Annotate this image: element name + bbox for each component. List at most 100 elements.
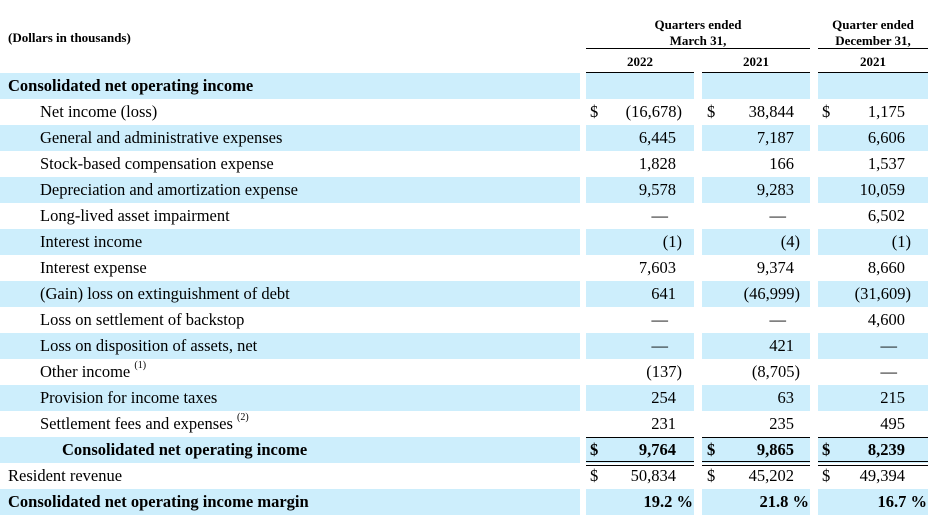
dollar-sign: $: [822, 102, 831, 121]
cell-shading: [702, 177, 810, 203]
group-header-line1: Quarters ended: [654, 17, 742, 32]
cell-value: 235: [769, 414, 794, 433]
column-underline: [818, 72, 928, 73]
cell-value: 7,603: [638, 258, 676, 277]
table-row: Net income (loss) $ (16,678) $38,844 $1,175: [0, 99, 937, 125]
cell-value: —: [769, 206, 787, 225]
cell-value: (46,999): [743, 284, 800, 303]
row-label: Depreciation and amortization expense: [40, 180, 298, 200]
cell-value: 421: [769, 336, 794, 355]
column-header-2021-dec: 2021: [860, 54, 886, 69]
cell-value: —: [769, 310, 787, 329]
row-label: Stock-based compensation expense: [40, 154, 274, 174]
dollar-sign: $: [707, 440, 716, 459]
row-label: Long-lived asset impairment: [40, 206, 230, 226]
row-label: Interest expense: [40, 258, 147, 278]
cell-shading: [818, 333, 928, 359]
cell-value: 215: [880, 388, 905, 407]
cell-shading: [586, 437, 694, 463]
row-label-text: General and administrative expenses: [40, 128, 283, 147]
cell-value: 9,764: [638, 440, 676, 459]
dollar-sign: $: [707, 102, 716, 121]
footnote-marker: (2): [237, 412, 249, 423]
table-row: Interest expense 7,603 9,374 8,660: [0, 255, 937, 281]
row-label: Interest income: [40, 232, 142, 252]
row-label-text: Other income: [40, 362, 131, 381]
table-row: Loss on disposition of assets, net — 421 —: [0, 333, 937, 359]
dollar-sign: $: [590, 466, 599, 485]
row-shading: [0, 125, 580, 151]
table-row: Stock-based compensation expense 1,828 166…: [0, 151, 937, 177]
cell-shading: [586, 333, 694, 359]
row-label: Net income (loss): [40, 102, 157, 122]
row-label-text: Depreciation and amortization expense: [40, 180, 298, 199]
cell-value: —: [651, 336, 669, 355]
group-header-quarter-dec: Quarter ended December 31,: [818, 17, 928, 49]
column-underline: [702, 72, 810, 73]
footnote-marker: (1): [134, 360, 147, 371]
row-label: Other income (1): [40, 360, 147, 382]
dollar-sign: $: [822, 466, 831, 485]
row-label: (Gain) loss on extinguishment of debt: [40, 284, 290, 304]
cell-value: 9,374: [756, 258, 794, 277]
row-shading: [0, 73, 580, 99]
dollar-sign: $: [590, 440, 599, 459]
row-shading: [0, 385, 580, 411]
cell-value: 7,187: [756, 128, 794, 147]
cell-value: 6,445: [638, 128, 676, 147]
cell-value: (16,678): [625, 102, 682, 121]
cell-shading: [586, 229, 694, 255]
cell-value: 231: [651, 414, 676, 433]
cell-value: 4,600: [867, 310, 905, 329]
cell-value: 1,175: [867, 102, 905, 121]
cell-value: 495: [880, 414, 905, 433]
row-label-text: Loss on settlement of backstop: [40, 310, 245, 329]
table-row: (Gain) loss on extinguishment of debt 641…: [0, 281, 937, 307]
row-label-text: Consolidated net operating income: [8, 76, 254, 95]
cell-value: 9,283: [756, 180, 794, 199]
group-header-line2: March 31,: [669, 33, 727, 48]
cell-shading: [818, 489, 928, 515]
table-row: General and administrative expenses 6,445…: [0, 125, 937, 151]
cell-value: 49,394: [859, 466, 905, 485]
group-header-line2: December 31,: [835, 33, 911, 48]
row-label-text: Loss on disposition of assets, net: [40, 336, 258, 355]
row-shading: [0, 281, 580, 307]
table-row: Consolidated net operating income margin…: [0, 489, 937, 515]
subtotal-rule: [702, 437, 810, 438]
cell-shading: [818, 73, 928, 99]
cell-shading: [818, 125, 928, 151]
table-row: Consolidated net operating income $9,764 $…: [0, 437, 937, 463]
table-row: Long-lived asset impairment — — 6,502: [0, 203, 937, 229]
cell-value: 21.8 %: [759, 492, 810, 511]
cell-shading: [586, 177, 694, 203]
cell-value: —: [651, 206, 669, 225]
row-label: Resident revenue: [8, 466, 122, 486]
cell-shading: [702, 229, 810, 255]
column-header-2022: 2022: [627, 54, 653, 69]
row-label-text: Long-lived asset impairment: [40, 206, 230, 225]
table-row: Depreciation and amortization expense 9,5…: [0, 177, 937, 203]
cell-value: 8,660: [867, 258, 905, 277]
cell-value: (137): [646, 362, 682, 381]
cell-shading: [586, 281, 694, 307]
cell-value: —: [880, 336, 898, 355]
cell-value: 10,059: [859, 180, 905, 199]
group-underline: [818, 48, 928, 49]
column-header-2021: 2021: [743, 54, 769, 69]
cell-shading: [818, 281, 928, 307]
cell-value: 166: [769, 154, 794, 173]
total-double-rule: [702, 461, 810, 466]
cell-value: (1): [891, 232, 911, 251]
row-label-text: Net income (loss): [40, 102, 158, 121]
row-label-text: (Gain) loss on extinguishment of debt: [40, 284, 290, 303]
row-label: Consolidated net operating income margin: [8, 492, 309, 512]
row-label-text: Resident revenue: [8, 466, 123, 485]
table-row: Other income (1) (137) (8,705) —: [0, 359, 937, 385]
dollar-sign: $: [822, 440, 831, 459]
cell-value: 9,865: [756, 440, 794, 459]
row-label-text: Provision for income taxes: [40, 388, 218, 407]
cell-value: —: [880, 362, 898, 381]
row-label-text: Interest expense: [40, 258, 147, 277]
cell-value: 6,502: [867, 206, 905, 225]
